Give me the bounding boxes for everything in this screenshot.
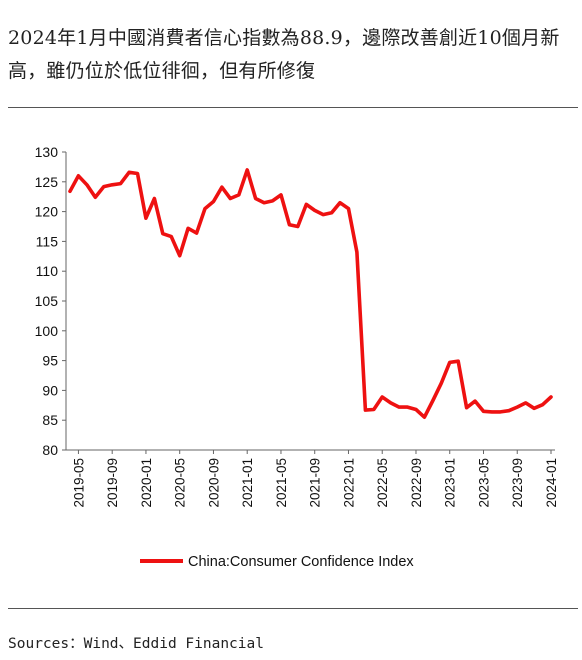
x-tick-label: 2020-05 <box>173 458 188 508</box>
y-tick-label: 110 <box>36 263 59 279</box>
y-tick-label: 80 <box>42 442 58 458</box>
source-note: Sources：Wind、Eddid Financial <box>8 636 264 652</box>
y-tick-label: 100 <box>35 323 59 339</box>
y-tick-label: 115 <box>36 233 59 249</box>
x-tick-label: 2022-09 <box>409 458 424 508</box>
y-tick-label: 105 <box>35 293 59 309</box>
plot-area <box>68 168 553 420</box>
y-tick-label: 90 <box>42 382 58 398</box>
series-line <box>68 168 553 420</box>
x-tick-label: 2024-01 <box>544 458 559 508</box>
x-axis: 2019-05 2019-09 2020-01 2020-05 2020-09 2021-… <box>66 449 559 508</box>
legend-label: China:Consumer Confidence Index <box>188 554 414 570</box>
x-tick-label: 2022-01 <box>341 458 356 508</box>
x-tick-label: 2020-01 <box>139 458 154 508</box>
x-tick-label: 2023-01 <box>443 458 458 508</box>
legend: China:Consumer Confidence Index <box>140 554 414 570</box>
y-tick-label: 130 <box>35 144 59 160</box>
x-tick-label: 2023-09 <box>510 458 525 508</box>
y-axis: 80 85 90 95 100 105 110 115 120 125 130 <box>35 144 67 458</box>
x-tick-label: 2023-05 <box>476 458 491 508</box>
y-tick-label: 95 <box>42 353 58 369</box>
x-tick-label: 2021-09 <box>308 458 323 508</box>
top-divider <box>8 107 578 108</box>
y-tick-label: 125 <box>35 174 59 190</box>
x-tick-label: 2021-01 <box>240 458 255 508</box>
chart-title: 2024年1月中國消費者信心指數為88.9，邊際改善創近10個月新高，雖仍位於低… <box>8 27 560 82</box>
x-tick-label: 2019-05 <box>71 458 86 508</box>
x-tick-label: 2019-09 <box>105 458 120 508</box>
y-tick-label: 85 <box>42 412 58 428</box>
x-tick-label: 2020-09 <box>206 458 221 508</box>
x-tick-label: 2021-05 <box>274 458 289 508</box>
bottom-divider <box>8 608 578 609</box>
x-tick-label: 2022-05 <box>375 458 390 508</box>
y-tick-label: 120 <box>35 204 59 220</box>
